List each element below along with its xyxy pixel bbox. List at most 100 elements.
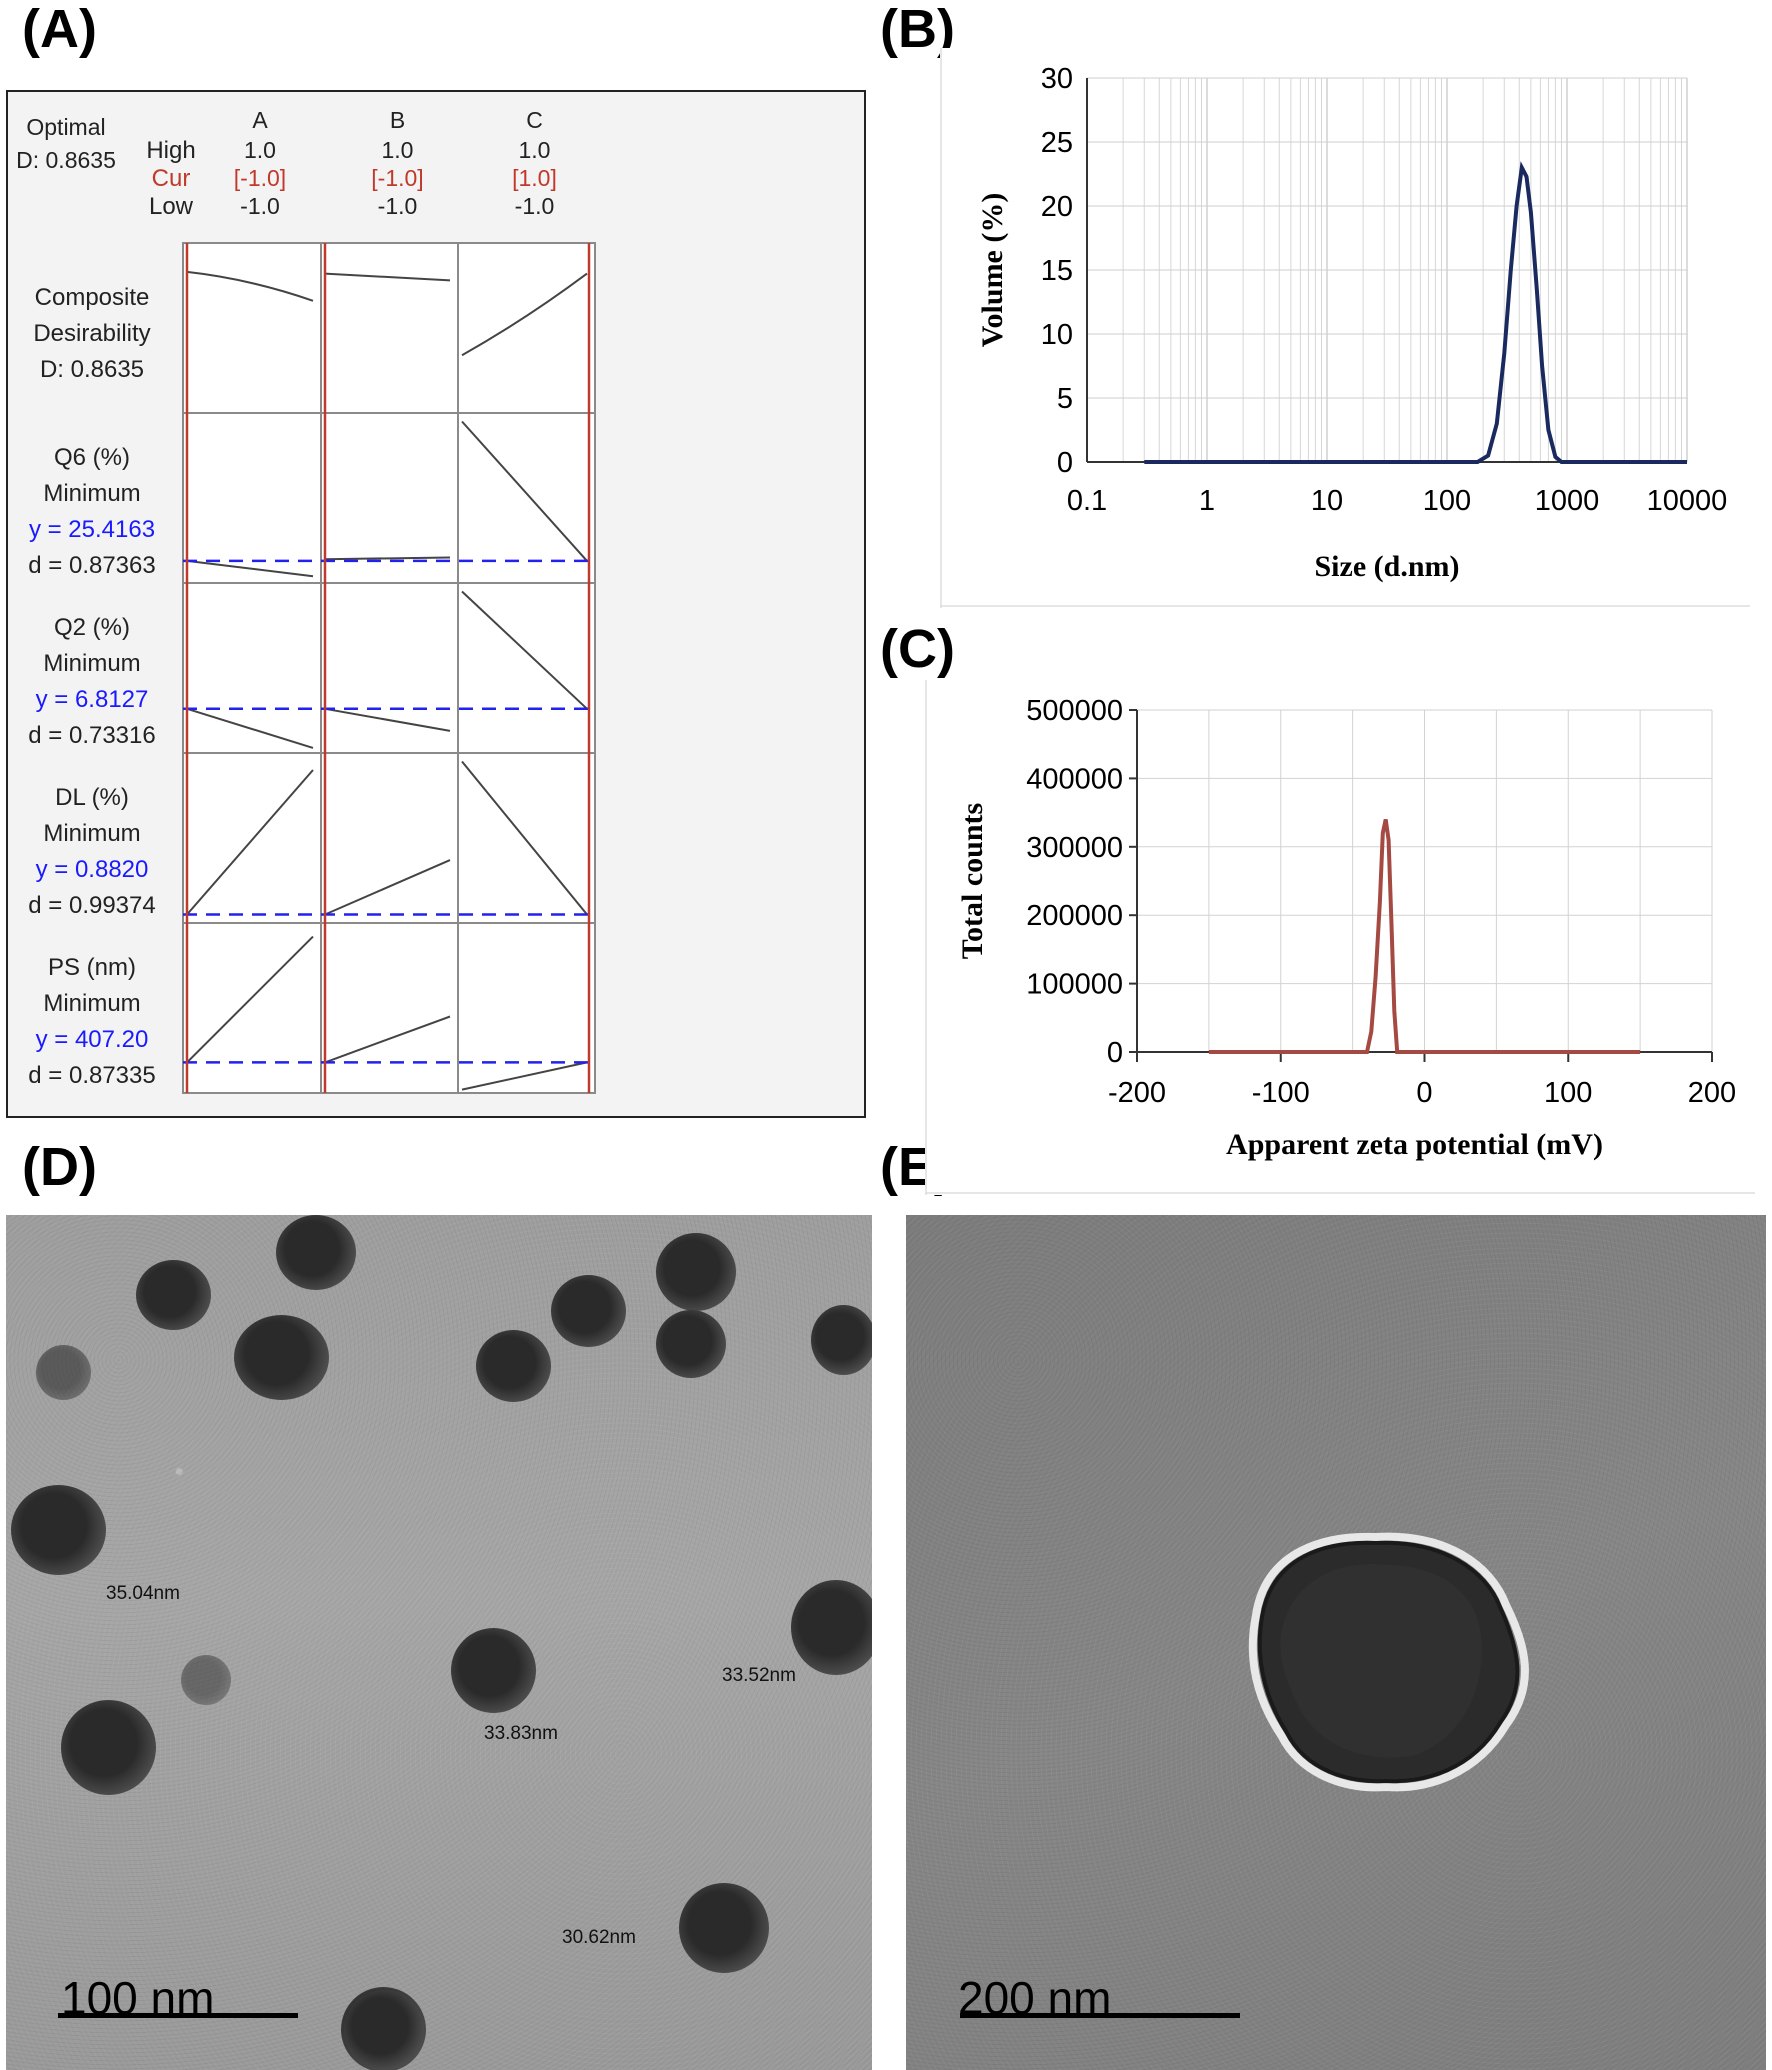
x-tick-label: 10000	[1647, 485, 1728, 517]
measurement-label: 33.52nm	[722, 1665, 796, 1686]
response-line3: y = 0.8820	[36, 856, 149, 883]
zeta-series-line	[1208, 818, 1641, 1054]
row-label-low: Low	[149, 193, 194, 220]
cell-frame	[182, 412, 322, 584]
scale-bar	[58, 2013, 298, 2018]
factor-name: C	[526, 107, 543, 133]
response-line1: Q2 (%)	[54, 614, 130, 641]
tem-image-e: 200 nm	[906, 1215, 1766, 2070]
single-nanoparticle	[1248, 1532, 1529, 1792]
cell-frame	[457, 922, 596, 1094]
response-curve	[461, 590, 588, 710]
factor-high: 1.0	[244, 137, 276, 163]
response-curve	[461, 420, 588, 562]
size-distribution-chart: 0 5 10 15 20 25 30 0.1 1 10 100 1000 10000 Volume (%…	[940, 48, 1750, 608]
x-axis-label: Size (d.nm)	[1315, 550, 1460, 583]
response-curve	[186, 935, 314, 1064]
cell-frame	[182, 242, 322, 414]
y-tick-label: 30	[1041, 63, 1073, 95]
response-line2: Minimum	[43, 480, 140, 507]
cell-frame	[182, 752, 322, 924]
measurement-label: 33.83nm	[484, 1723, 558, 1744]
factor-cur: [-1.0]	[371, 165, 423, 191]
response-line1: Q6 (%)	[54, 444, 130, 471]
nanoparticle	[679, 1883, 769, 1973]
response-curve	[186, 559, 314, 578]
x-tick-label: 0	[1416, 1077, 1432, 1109]
y-tick-label: 400000	[1026, 763, 1123, 795]
response-curve	[186, 707, 314, 749]
nanoparticle	[656, 1233, 736, 1311]
factor-name: A	[252, 107, 268, 133]
nanoparticle	[36, 1345, 91, 1400]
y-tick-label: 5	[1057, 383, 1073, 415]
y-tick-label: 10	[1041, 319, 1073, 351]
y-tick-label: 25	[1041, 127, 1073, 159]
nanoparticle	[656, 1310, 726, 1378]
panel-label-a: (A)	[22, 0, 97, 59]
x-tick-label: 10	[1311, 485, 1343, 517]
nanoparticle	[11, 1485, 106, 1575]
cell-frame	[320, 922, 459, 1094]
size-series-line	[1144, 161, 1687, 464]
row-label-high: High	[146, 137, 195, 164]
y-axis-label: Total counts	[956, 803, 989, 959]
response-curve	[324, 707, 451, 732]
nanoparticle	[61, 1700, 156, 1795]
y-tick-label: 0	[1107, 1037, 1123, 1069]
x-axis-label: Apparent zeta potential (mV)	[1226, 1128, 1603, 1161]
y-tick-label: 500000	[1026, 695, 1123, 727]
factor-low: -1.0	[240, 193, 280, 219]
nanoparticle	[476, 1330, 551, 1402]
nanoparticle	[811, 1305, 872, 1375]
response-line4: d = 0.87363	[28, 552, 155, 579]
panel-label-c: (C)	[880, 619, 955, 679]
factor-name: B	[390, 107, 405, 133]
y-tick-label: 0	[1057, 447, 1073, 479]
y-tick-label: 300000	[1026, 832, 1123, 864]
response-line3: y = 25.4163	[29, 516, 155, 543]
cell-frame	[320, 582, 459, 754]
response-line2: Minimum	[43, 650, 140, 677]
response-curve	[186, 270, 314, 302]
response-line4: d = 0.99374	[28, 892, 155, 919]
nanoparticle	[791, 1580, 872, 1675]
cell-frame	[320, 752, 459, 924]
x-tick-label: 0.1	[1067, 485, 1107, 517]
response-curve	[324, 272, 451, 282]
factor-cur: [1.0]	[512, 165, 557, 191]
response-line1: DL (%)	[55, 784, 129, 811]
y-tick-label: 200000	[1026, 900, 1123, 932]
factor-high: 1.0	[382, 137, 414, 163]
response-curve	[461, 272, 588, 357]
y-axis-label: Volume (%)	[976, 193, 1009, 348]
factor-low: -1.0	[378, 193, 418, 219]
x-tick-label: 100	[1423, 485, 1471, 517]
response-curve	[461, 760, 588, 916]
response-line4: d = 0.73316	[28, 722, 155, 749]
nanoparticle	[136, 1260, 211, 1330]
response-line3: D: 0.8635	[40, 356, 144, 383]
response-line3: y = 407.20	[36, 1026, 149, 1053]
response-line1: Composite	[35, 284, 150, 311]
x-tick-label: 1	[1199, 485, 1215, 517]
x-tick-label: -100	[1252, 1077, 1310, 1109]
y-tick-label: 15	[1041, 255, 1073, 287]
measurement-label: 35.04nm	[106, 1583, 180, 1604]
cell-frame	[320, 242, 459, 414]
scale-bar	[960, 2013, 1240, 2018]
response-line2: Minimum	[43, 990, 140, 1017]
factor-cur: [-1.0]	[234, 165, 286, 191]
response-curve	[324, 1015, 451, 1064]
response-curve	[324, 859, 451, 916]
factor-low: -1.0	[515, 193, 555, 219]
y-tick-label: 20	[1041, 191, 1073, 223]
zeta-potential-chart: 0 100000 200000 300000 400000 500000 -200 -100 0…	[925, 680, 1755, 1195]
measurement-label: 30.62nm	[562, 1927, 636, 1948]
y-tick-label: 100000	[1026, 969, 1123, 1001]
cell-frame	[182, 582, 322, 754]
panel-label-d: (D)	[22, 1137, 97, 1197]
nanoparticle	[451, 1628, 536, 1713]
optimal-d-value: D: 0.8635	[16, 147, 116, 173]
